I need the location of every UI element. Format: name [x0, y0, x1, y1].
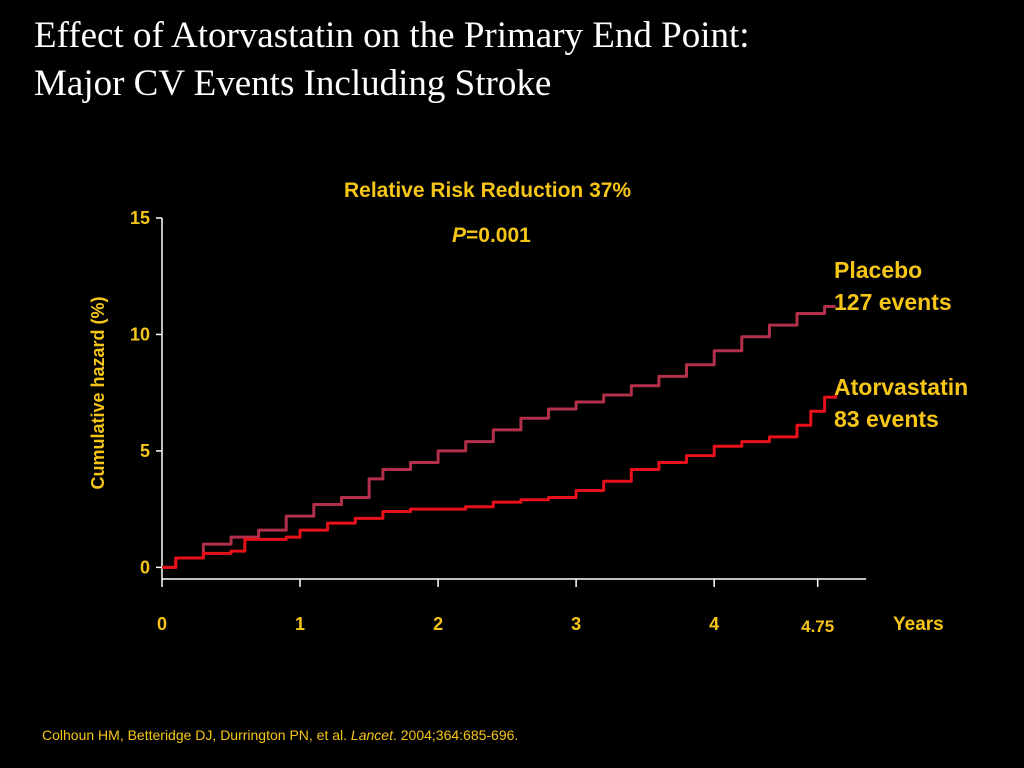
legend-placebo-name: Placebo: [834, 257, 923, 283]
y-tick-label: 0: [140, 557, 150, 577]
citation: Colhoun HM, Betteridge DJ, Durrington PN…: [42, 727, 518, 743]
relative-risk-annotation: Relative Risk Reduction 37%: [344, 179, 632, 202]
y-tick-label: 5: [140, 441, 150, 461]
legend-atorvastatin-name: Atorvastatin: [834, 374, 969, 400]
chart-ticks: 0 5 10 15 0 1 2 3 4 4.75: [130, 208, 834, 636]
slide-title-line-2: Major CV Events Including Stroke: [34, 63, 552, 104]
legend-atorvastatin-events: 83 events: [834, 406, 939, 432]
citation-authors: Colhoun HM, Betteridge DJ, Durrington PN…: [42, 727, 351, 743]
citation-details: . 2004;364:685-696.: [392, 727, 519, 743]
x-tick-label: 3: [571, 614, 581, 634]
p-value-letter: P: [452, 224, 467, 247]
series-line-placebo: [162, 305, 836, 569]
y-axis-label: Cumulative hazard (%): [88, 296, 108, 489]
x-axis-label: Years: [893, 614, 944, 635]
chart-series: [162, 305, 838, 569]
slide-title-line-1: Effect of Atorvastatin on the Primary En…: [34, 15, 750, 56]
x-tick-label: 4.75: [801, 617, 834, 636]
p-value-annotation: P=0.001: [452, 224, 531, 248]
x-tick-label: 0: [157, 614, 167, 634]
x-tick-label: 1: [295, 614, 305, 634]
legend-placebo-events: 127 events: [834, 289, 952, 315]
series-line-atorvastatin: [162, 395, 838, 569]
citation-journal: Lancet: [350, 727, 393, 743]
slide-title: Effect of Atorvastatin on the Primary En…: [34, 12, 934, 108]
y-tick-label: 15: [130, 208, 150, 228]
legend-atorvastatin: Atorvastatin 83 events: [834, 371, 968, 435]
x-tick-label: 2: [433, 614, 443, 634]
p-value-number: =0.001: [466, 224, 531, 247]
x-tick-label: 4: [709, 614, 719, 634]
y-tick-label: 10: [130, 324, 150, 344]
chart-axes: [161, 218, 866, 580]
legend-placebo: Placebo 127 events: [834, 254, 952, 318]
